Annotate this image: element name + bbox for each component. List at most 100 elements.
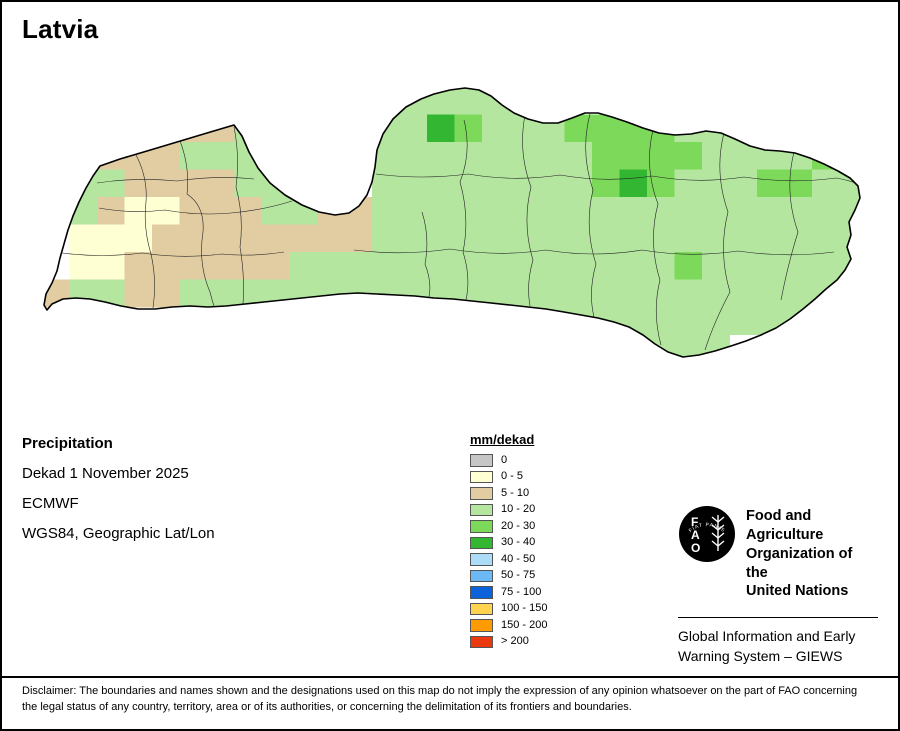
map-cell: [674, 252, 703, 280]
map-cell: [537, 252, 565, 280]
map-cell: [234, 224, 263, 253]
map-cell: [427, 224, 455, 253]
legend-label: 0 - 5: [501, 470, 524, 483]
legend-label: > 200: [501, 635, 529, 648]
map-cell: [537, 279, 565, 308]
legend-label: 100 - 150: [501, 602, 548, 615]
map-cell: [427, 252, 455, 280]
map-cell: [509, 88, 538, 115]
map-cell: [509, 224, 538, 253]
map-cell: [454, 142, 483, 170]
map-cell: [839, 142, 860, 170]
map-cell: [97, 224, 125, 253]
map-cell: [619, 279, 648, 308]
map-cell: [454, 279, 483, 308]
map-cell: [647, 169, 675, 198]
map-cell: [399, 88, 428, 115]
map-cell: [702, 169, 730, 198]
map-cell: [69, 197, 98, 225]
org-name-line: United Nations: [746, 583, 849, 600]
map-cell: [509, 114, 538, 143]
map-cell: [784, 307, 813, 335]
map-cell: [674, 307, 703, 335]
legend-item: > 200: [470, 635, 547, 648]
projection-label: WGS84, Geographic Lat/Lon: [22, 525, 215, 542]
map-cell: [427, 197, 455, 225]
map-cell: [372, 224, 400, 253]
map-cell: [812, 197, 840, 225]
map-cell: [537, 114, 565, 143]
map-cell: [729, 169, 758, 198]
legend-swatch: [470, 487, 493, 500]
map-cell: [262, 252, 290, 280]
map-cell: [702, 142, 730, 170]
map-cell: [702, 197, 730, 225]
map-cell: [399, 142, 428, 170]
map-cell: [262, 169, 290, 198]
map-cell: [207, 279, 235, 308]
map-cell: [179, 224, 208, 253]
legend-item: 75 - 100: [470, 586, 547, 599]
map-cell: [454, 224, 483, 253]
legend-label: 50 - 75: [501, 569, 536, 582]
map-cell: [482, 307, 510, 335]
map-cell: [592, 307, 620, 335]
map-cell: [124, 197, 153, 225]
map-cell: [619, 252, 648, 280]
map-cell: [839, 279, 860, 308]
map-cell: [482, 169, 510, 198]
org-name-line: Organization of the: [746, 545, 853, 581]
map-cell: [757, 142, 785, 170]
map-cell: [647, 197, 675, 225]
map-cell: [674, 197, 703, 225]
legend-swatch: [470, 619, 493, 632]
map-cell: [812, 224, 840, 253]
legend-swatch: [470, 553, 493, 566]
branding-divider: [678, 617, 878, 619]
source-label: ECMWF: [22, 495, 79, 512]
map-cell: [482, 224, 510, 253]
map-cell: [427, 307, 455, 335]
map-cell: [509, 252, 538, 280]
district-boundaries: [61, 113, 859, 351]
map-cell: [647, 142, 675, 170]
legend-swatch: [470, 569, 493, 582]
map-cell: [564, 307, 593, 335]
map-cell: [427, 114, 455, 143]
map-cell: [372, 169, 400, 198]
map-cell: [69, 279, 98, 308]
map-cell: [564, 252, 593, 280]
legend-item: 50 - 75: [470, 569, 547, 582]
map-cell: [179, 279, 208, 308]
map-cell: [564, 142, 593, 170]
map-cell: [207, 142, 235, 170]
legend-swatch: [470, 635, 493, 648]
map-cell: [399, 197, 428, 225]
map-cell: [179, 142, 208, 170]
map-cell: [152, 252, 180, 280]
map-cell: [729, 279, 758, 308]
fao-branding: F A O FIAT PANIS Food and Agriculture Or…: [678, 505, 878, 666]
map-info: Precipitation Dekad 1 November 2025 ECMW…: [22, 435, 215, 555]
map-cell: [509, 197, 538, 225]
org-name-line: Food and Agriculture: [746, 508, 824, 543]
map-cell: [427, 279, 455, 308]
legend-item: 40 - 50: [470, 553, 547, 566]
map-cell: [812, 114, 840, 143]
map-cell: [619, 334, 648, 357]
map-cell: [839, 197, 860, 225]
map-cell: [702, 252, 730, 280]
map-cell: [757, 197, 785, 225]
map-cell: [592, 197, 620, 225]
map-cell: [619, 197, 648, 225]
map-cell: [784, 142, 813, 170]
map-cell: [702, 279, 730, 308]
map-cell: [372, 252, 400, 280]
map-cell: [234, 142, 263, 170]
map-cell: [262, 142, 290, 170]
map-cell: [289, 142, 318, 170]
legend-label: 20 - 30: [501, 519, 536, 532]
fao-logo-letter: O: [691, 541, 700, 555]
map-cell: [152, 114, 180, 143]
fao-logo-letter: F: [691, 515, 698, 529]
